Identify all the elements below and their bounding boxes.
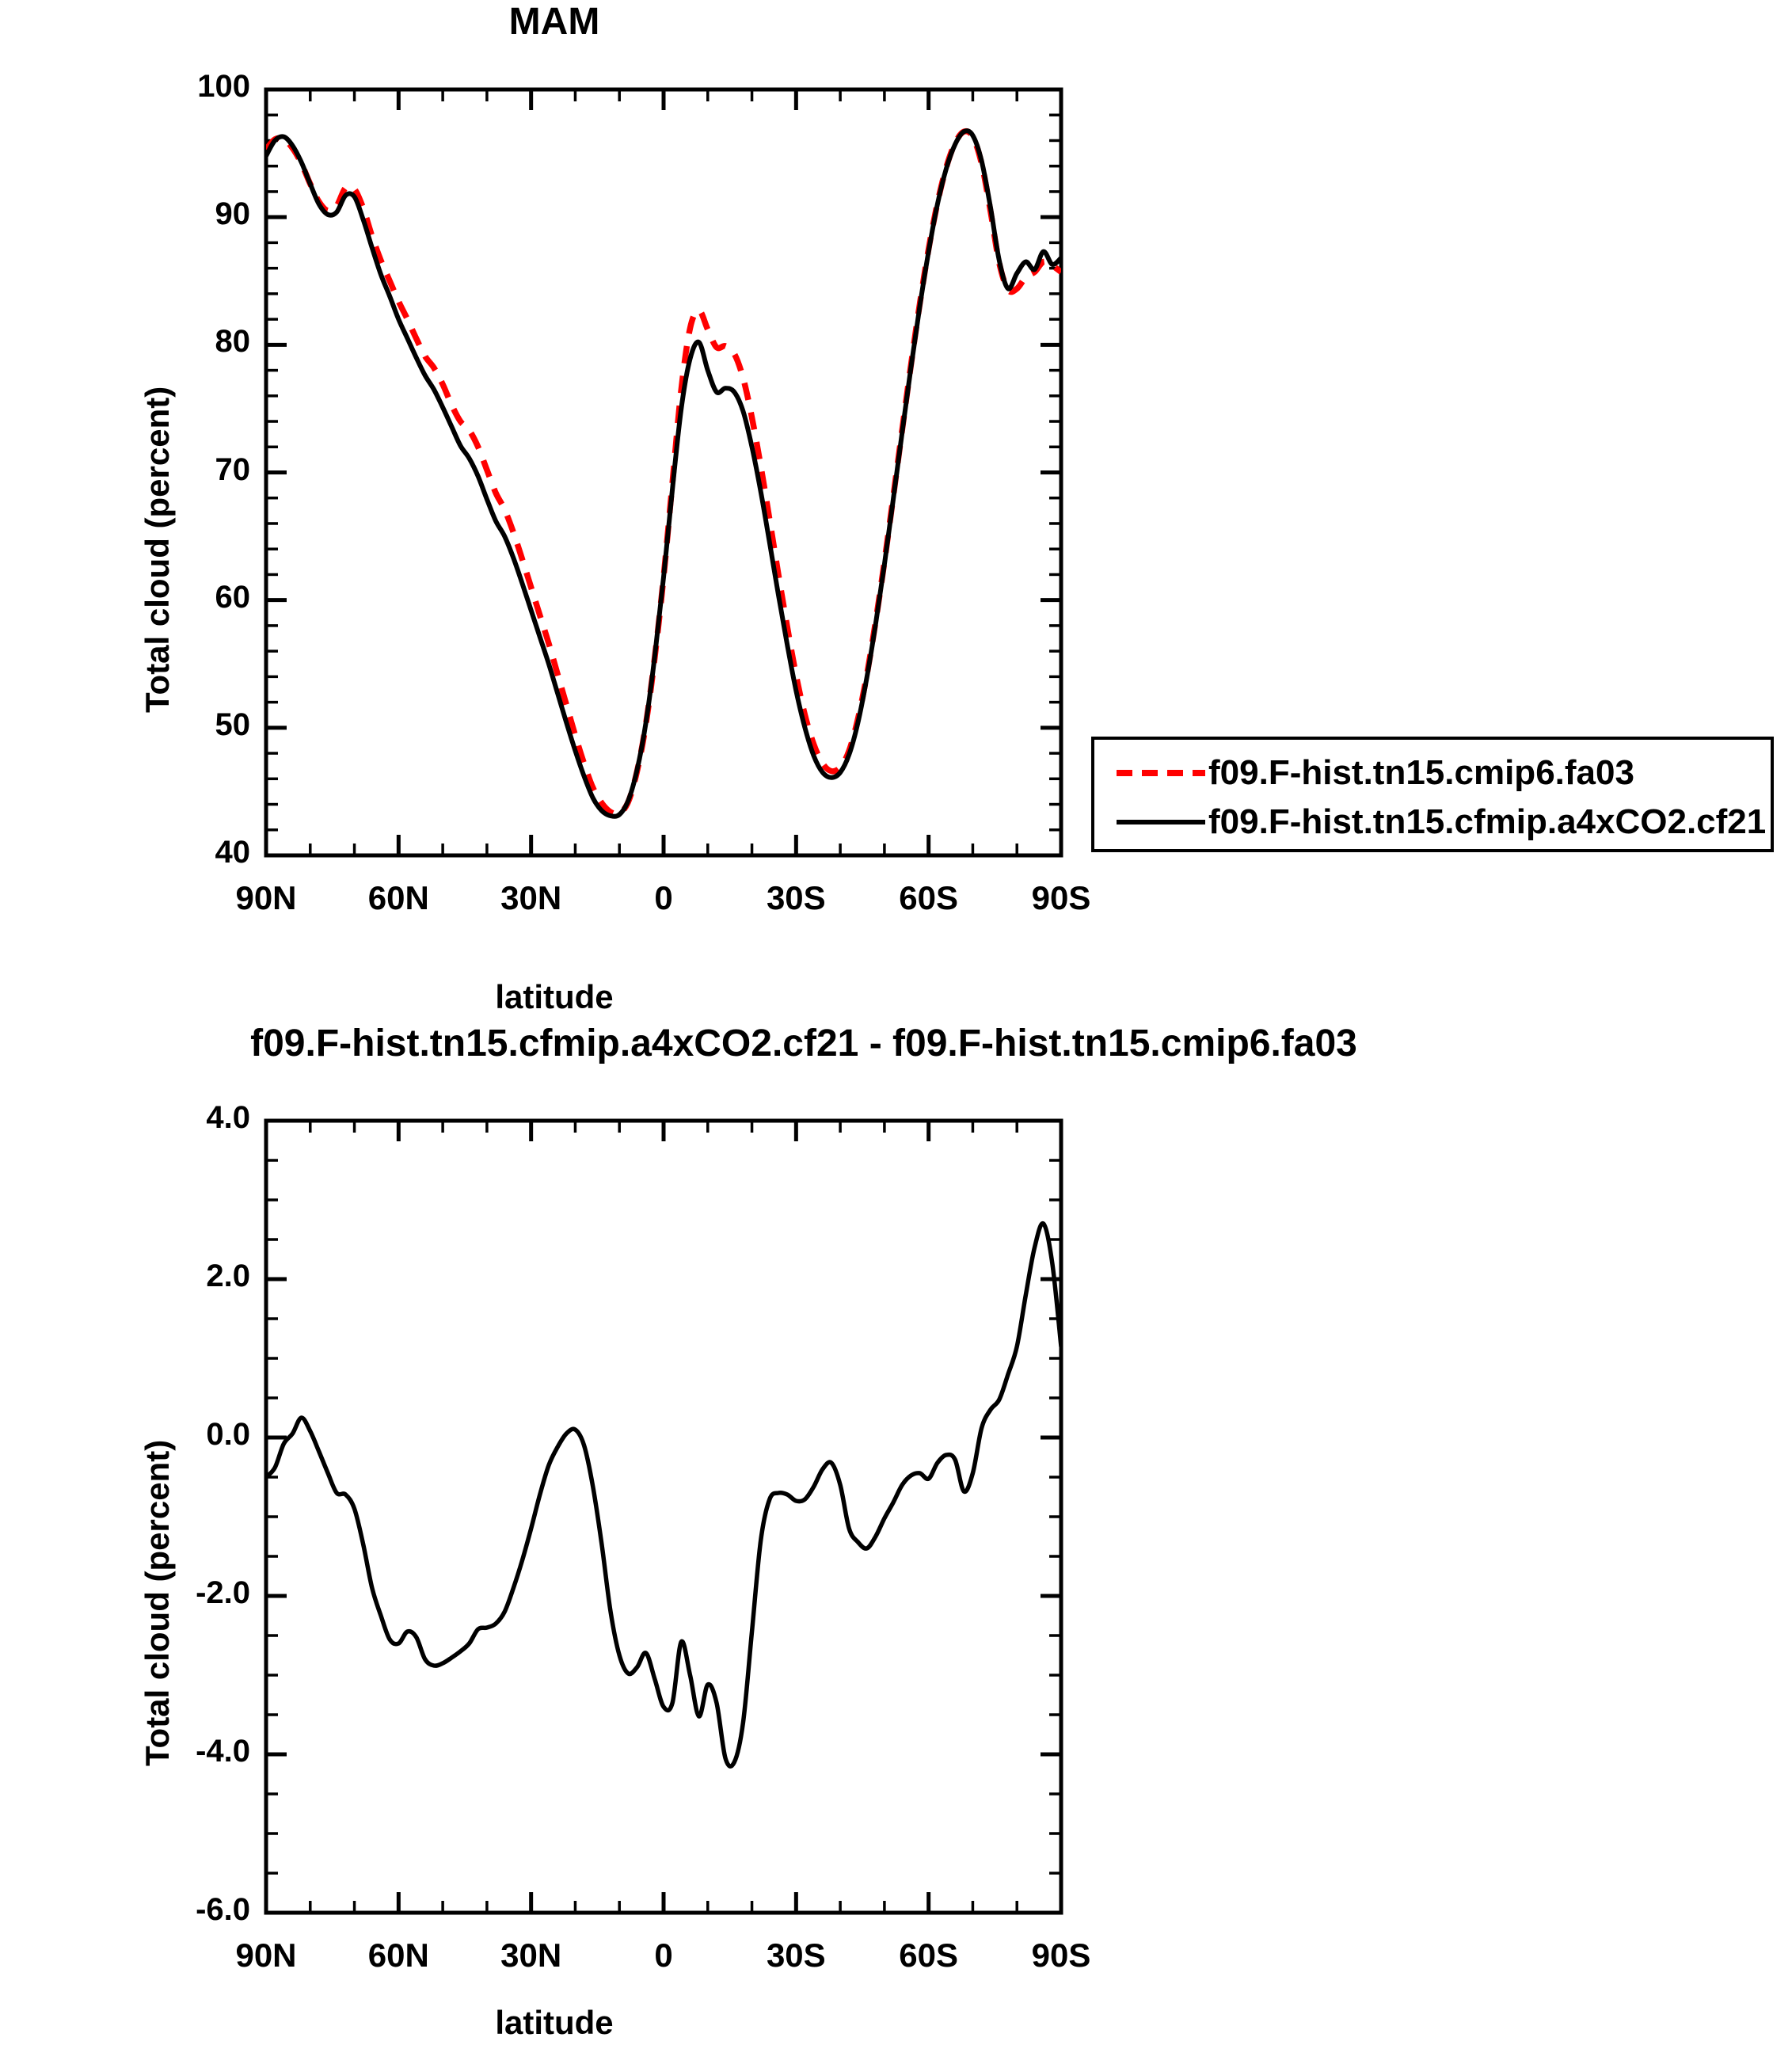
top-panel-y-tick-label: 90	[215, 196, 251, 232]
legend-swatch-solid-black	[1115, 815, 1207, 829]
difference-panel-x-tick-label: 0	[654, 1936, 673, 1974]
difference-panel-y-tick-label: 0.0	[206, 1417, 250, 1452]
difference-panel-x-tick-label: 30N	[500, 1936, 562, 1974]
top-panel-svg	[264, 87, 1063, 858]
top-panel-x-tick-label: 90N	[235, 879, 297, 916]
difference-panel-y-tick-label: -6.0	[196, 1892, 250, 1927]
series-0	[266, 1221, 1061, 1769]
legend-label-0: f09.F-hist.tn15.cmip6.fa03	[1208, 753, 1634, 792]
difference-panel-plot	[0, 1077, 1109, 1940]
difference-panel-title: f09.F-hist.tn15.cfmip.a4xCO2.cf21 - f09.…	[250, 1022, 1357, 1064]
difference-panel-y-tick-label: 4.0	[206, 1100, 250, 1135]
difference-panel-x-tick-label: 60N	[367, 1936, 429, 1974]
difference-panel-x-tick-label: 90S	[1031, 1936, 1091, 1974]
legend-entry-0: f09.F-hist.tn15.cmip6.fa03	[1094, 749, 1771, 797]
legend-entry-1: f09.F-hist.tn15.cfmip.a4xCO2.cf21	[1094, 798, 1771, 846]
series-0	[266, 128, 1061, 817]
difference-panel-x-tick-label: 90N	[235, 1936, 297, 1974]
legend: f09.F-hist.tn15.cmip6.fa03 f09.F-hist.tn…	[1091, 737, 1774, 852]
legend-label-1: f09.F-hist.tn15.cfmip.a4xCO2.cf21	[1208, 802, 1767, 841]
top-panel-x-tick-label: 60S	[899, 879, 959, 916]
difference-panel-y-tick-label: 2.0	[206, 1259, 250, 1293]
top-panel-y-tick-label: 60	[215, 579, 251, 615]
top-panel-plot	[0, 0, 1109, 887]
top-panel-y-tick-label: 50	[215, 706, 251, 742]
legend-swatch-dashed-red	[1115, 766, 1207, 780]
difference-panel-x-tick-label: 30S	[766, 1936, 826, 1974]
top-panel-x-tick-label: 30S	[766, 879, 826, 916]
top-panel-y-tick-label: 70	[215, 451, 251, 487]
top-panel-y-tick-label: 100	[197, 69, 250, 104]
top-panel-y-tick-label: 80	[215, 324, 251, 360]
difference-panel-y-axis-label: Total cloud (percent)	[139, 1440, 465, 1804]
top-panel-x-tick-label: 0	[654, 879, 673, 916]
top-panel-x-tick-label: 60N	[367, 879, 429, 916]
top-panel-x-tick-label: 90S	[1031, 879, 1091, 916]
top-panel-x-tick-label: 30N	[500, 879, 562, 916]
series-1	[266, 128, 1061, 819]
top-panel-y-tick-label: 40	[215, 835, 251, 870]
difference-panel-x-tick-label: 60S	[899, 1936, 959, 1974]
top-panel-x-axis-label: latitude	[495, 978, 614, 1015]
difference-panel-svg	[264, 1118, 1063, 1915]
difference-panel-y-tick-label: -2.0	[196, 1575, 250, 1610]
top-panel-y-axis-label-text: Total cloud (percent)	[139, 386, 176, 713]
top-panel-title: MAM	[508, 1, 600, 43]
difference-panel-y-tick-label: -4.0	[196, 1734, 250, 1769]
difference-panel-x-axis-label: latitude	[495, 2004, 614, 2041]
